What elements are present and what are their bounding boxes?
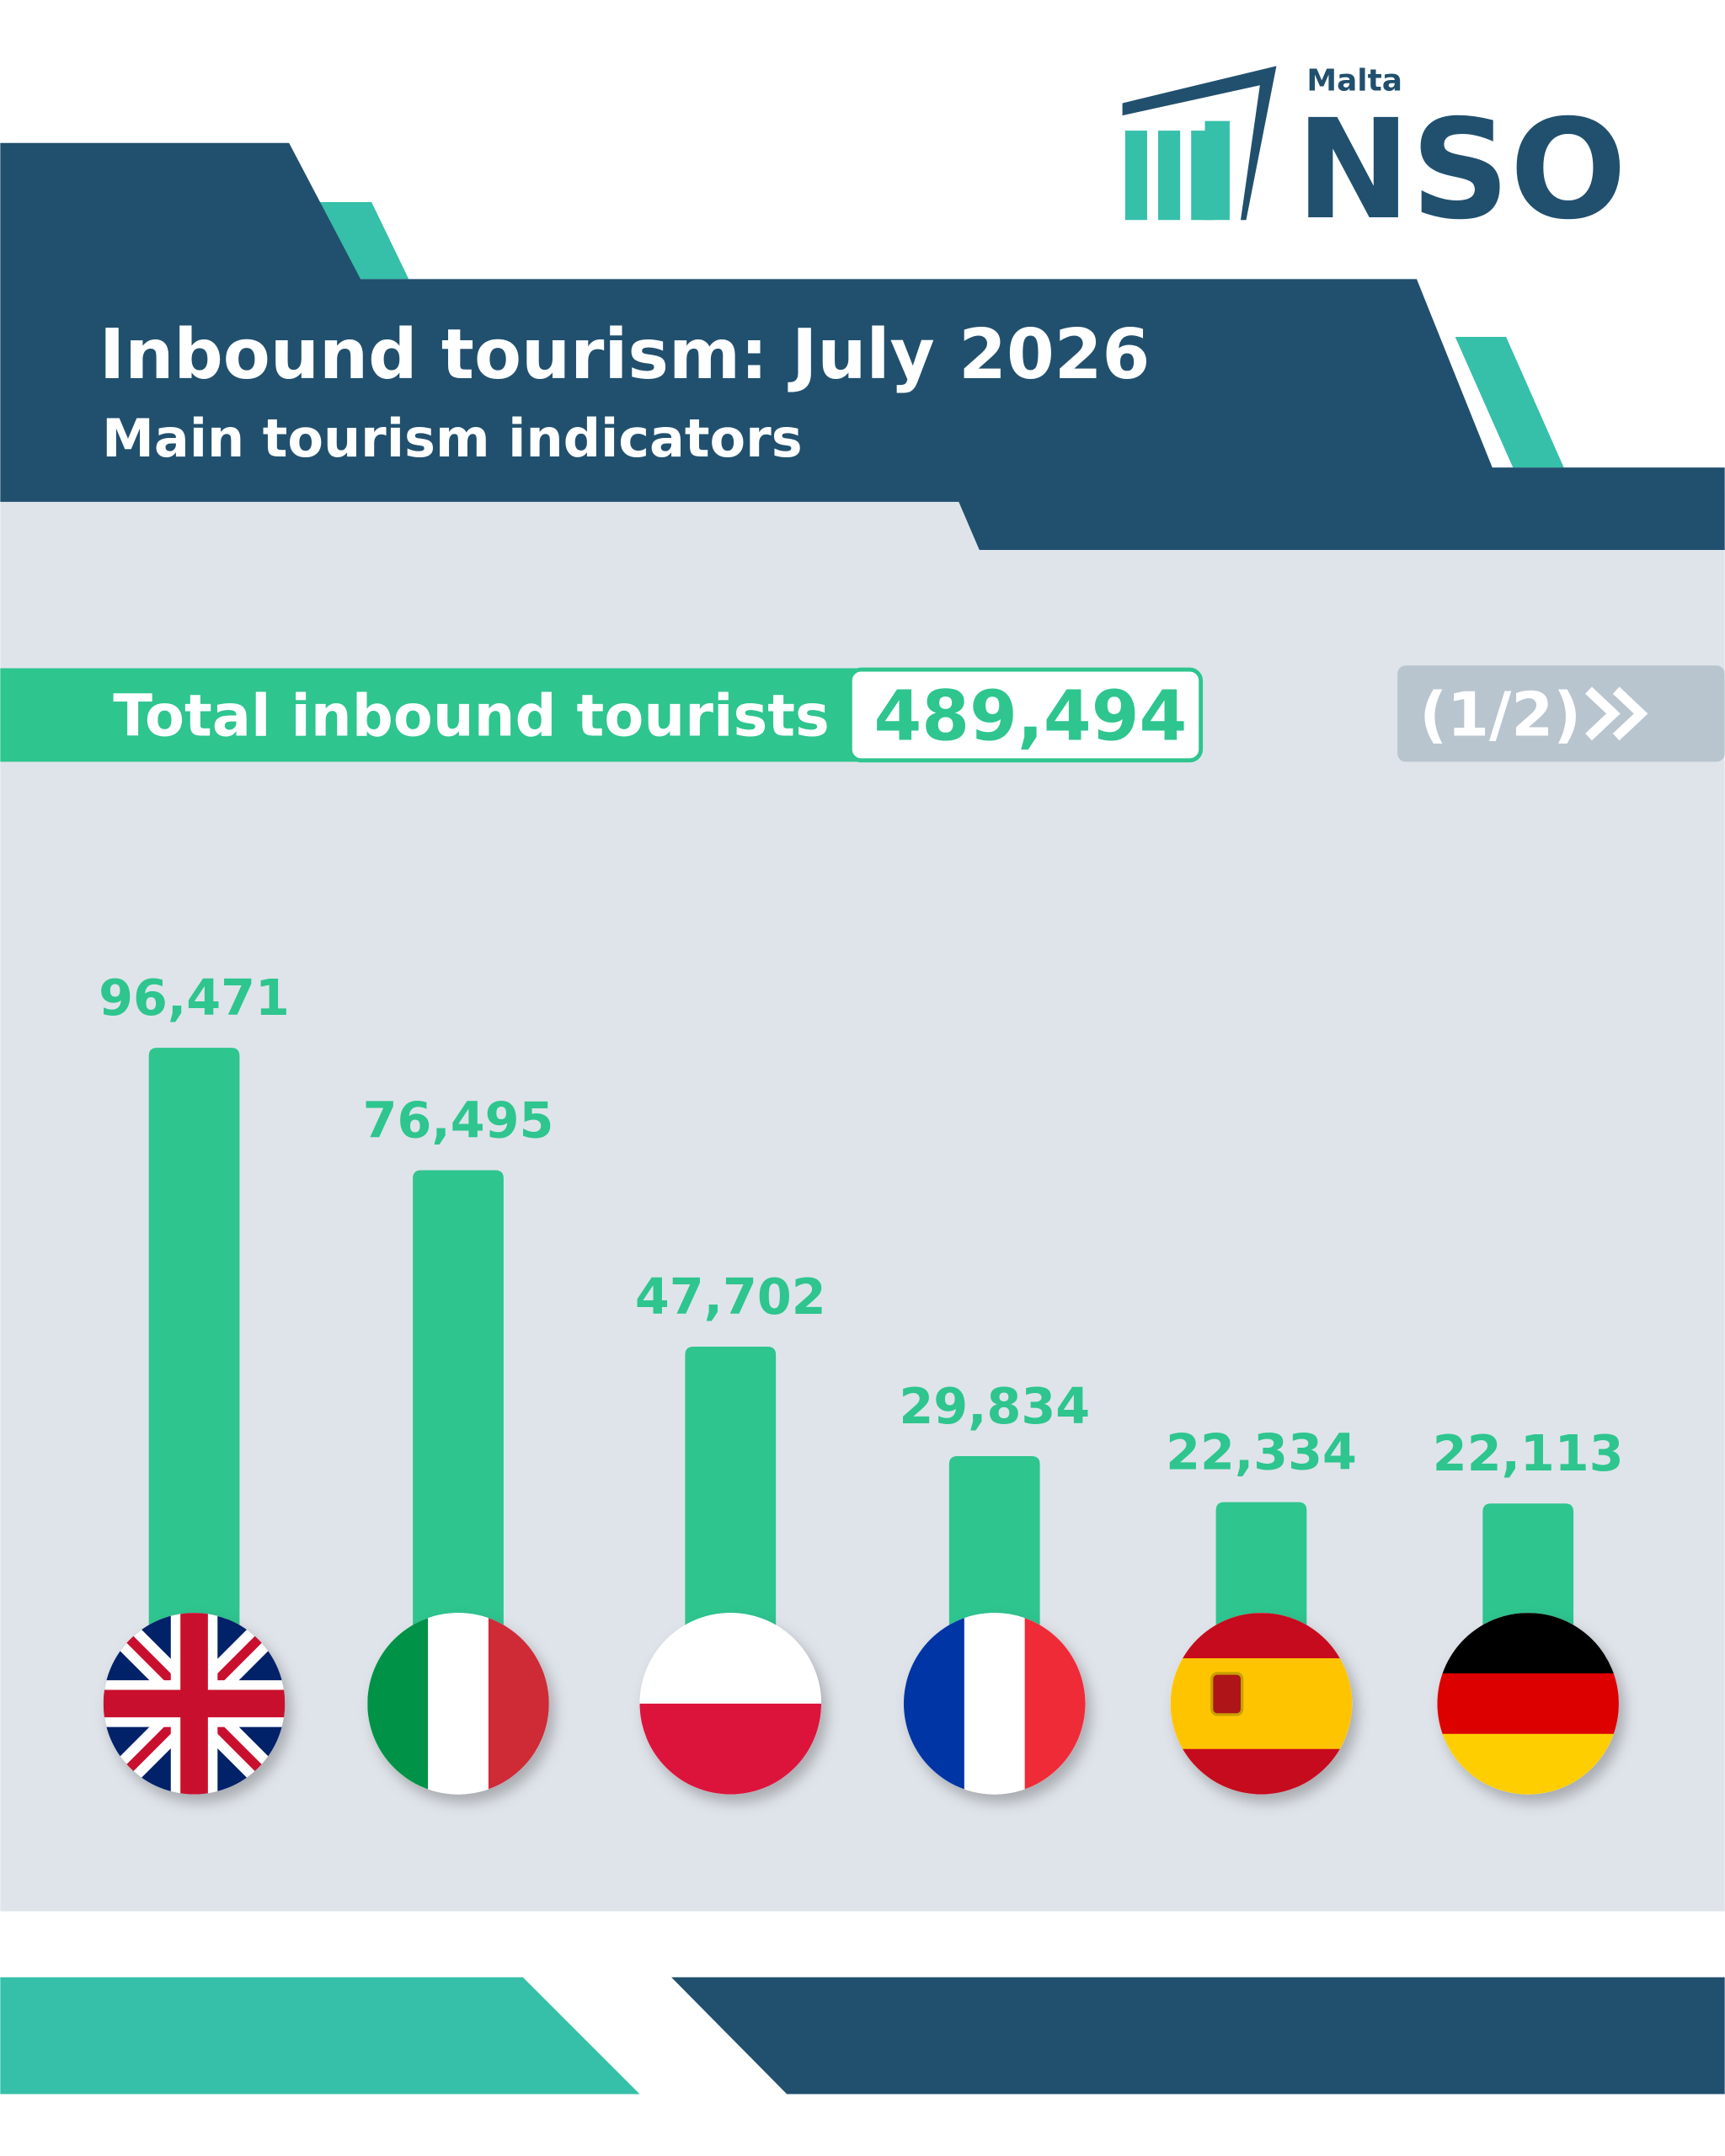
subtitle: Main tourism indicators xyxy=(102,408,803,469)
value-label: 76,495 xyxy=(363,1091,554,1149)
logo-small: Malta xyxy=(1306,64,1402,99)
value-label: 47,702 xyxy=(635,1267,826,1326)
flag-cross xyxy=(103,1613,286,1795)
pager[interactable]: (1/2) xyxy=(1419,679,1581,750)
title: Inbound tourism: July 2026 xyxy=(99,315,1150,395)
value-label: 22,334 xyxy=(1166,1422,1357,1481)
flag xyxy=(639,1613,822,1795)
pager-box[interactable] xyxy=(1397,665,1725,762)
bar xyxy=(685,1346,777,1705)
flag-stripe xyxy=(1170,1703,1353,1750)
flag xyxy=(103,1613,286,1795)
flag xyxy=(1437,1613,1619,1795)
footer-accent xyxy=(0,1977,640,2095)
flag-stripe xyxy=(1437,1673,1619,1735)
bar xyxy=(413,1170,504,1705)
flag-stripe xyxy=(1170,1657,1353,1705)
logo-bar xyxy=(1158,131,1181,221)
value-label: 22,113 xyxy=(1433,1424,1624,1482)
total-value: 489,494 xyxy=(874,676,1188,756)
footer-band xyxy=(671,1977,1725,2095)
logo-roof xyxy=(1122,66,1277,221)
logo-text: NSO xyxy=(1295,89,1626,250)
header-band xyxy=(0,142,1725,551)
flag xyxy=(1170,1613,1353,1795)
flag xyxy=(903,1613,1086,1795)
total-label: Total inbound tourists xyxy=(113,682,830,750)
flag-stripe xyxy=(964,1613,1026,1795)
flag xyxy=(367,1613,549,1795)
total-box xyxy=(847,667,1204,763)
chart: 96,471 76,495 47,702 29,834 22,334 22,113 xyxy=(99,969,1624,1795)
accent xyxy=(1455,337,1564,468)
bar xyxy=(148,1048,240,1705)
value-label: 96,471 xyxy=(99,969,290,1027)
logo-bar xyxy=(1124,131,1147,221)
total-band xyxy=(0,668,881,762)
flag-stripe xyxy=(428,1613,489,1795)
logo: Malta NSO xyxy=(1122,64,1626,250)
logo-bar xyxy=(1204,120,1230,221)
next-icon[interactable] xyxy=(1585,686,1648,741)
value-label: 29,834 xyxy=(899,1377,1090,1435)
flag-emblem xyxy=(1210,1672,1244,1716)
accent xyxy=(316,202,409,280)
